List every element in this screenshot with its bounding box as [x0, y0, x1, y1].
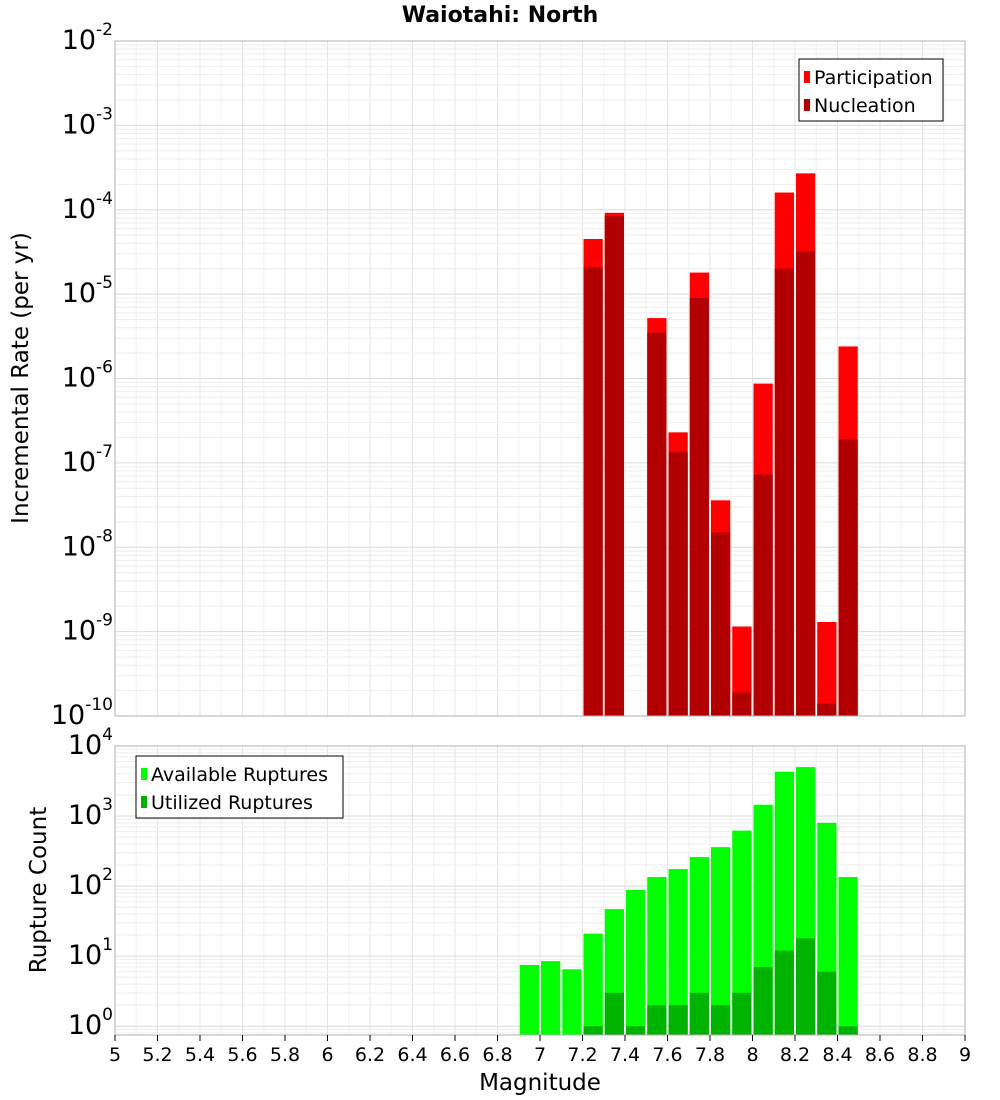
bar-nucleation	[732, 692, 752, 716]
bar-utilized-ruptures	[604, 992, 624, 1035]
bar-nucleation	[774, 268, 794, 716]
legend-swatch	[141, 768, 147, 780]
x-tick-label: 5	[109, 1044, 121, 1066]
bar-nucleation	[711, 532, 731, 716]
bar-nucleation	[753, 474, 773, 716]
bar-utilized-ruptures	[732, 992, 752, 1035]
x-tick-label: 7.6	[652, 1044, 682, 1066]
bar-participation	[817, 622, 837, 716]
bottom-y-axis-ticks: 104 103 102 101 100	[68, 725, 113, 1041]
bottom-y-axis-label: Rupture Count	[26, 807, 52, 973]
legend-label: Available Ruptures	[151, 764, 328, 786]
bar-nucleation	[689, 297, 709, 716]
bar-utilized-ruptures	[753, 967, 773, 1035]
y-tick-label: 101	[68, 935, 113, 971]
bar-nucleation	[796, 251, 816, 716]
top-plot-bars	[583, 173, 858, 717]
bottom-legend: Available Ruptures Utilized Ruptures	[135, 755, 344, 819]
x-tick-label: 9	[959, 1044, 971, 1066]
y-tick-label: 10-3	[62, 104, 113, 140]
bar-nucleation	[838, 439, 858, 716]
y-tick-label: 10-5	[62, 273, 113, 309]
legend-box	[798, 58, 944, 122]
bar-available-ruptures	[647, 876, 667, 1035]
y-tick-label: 100	[68, 1005, 113, 1041]
x-tick-label: 8.8	[907, 1044, 937, 1066]
x-tick-label: 6.2	[355, 1044, 385, 1066]
bar-available-ruptures	[711, 847, 731, 1035]
y-tick-label: 10-4	[62, 189, 113, 225]
x-tick-label: 7.2	[567, 1044, 597, 1066]
y-tick-label: 10-10	[51, 695, 113, 731]
bar-available-ruptures	[541, 961, 561, 1035]
legend-label: Participation	[814, 67, 933, 89]
bar-utilized-ruptures	[647, 1005, 667, 1035]
bar-utilized-ruptures	[774, 950, 794, 1035]
x-tick-label: 6.8	[482, 1044, 512, 1066]
x-tick-label: 8	[746, 1044, 758, 1066]
bar-utilized-ruptures	[711, 1005, 731, 1035]
bar-nucleation	[604, 216, 624, 717]
bar-available-ruptures	[562, 969, 582, 1035]
bar-utilized-ruptures	[583, 1026, 603, 1035]
legend-swatch	[804, 71, 810, 83]
x-tick-label: 5.4	[185, 1044, 215, 1066]
y-tick-label: 10-8	[62, 526, 113, 562]
x-tick-label: 7.4	[610, 1044, 640, 1066]
bar-available-ruptures	[668, 869, 688, 1035]
bar-utilized-ruptures	[796, 938, 816, 1035]
x-tick-label: 5.8	[270, 1044, 300, 1066]
top-y-axis-ticks: 10-2 10-3 10-4 10-5 10-6 10-7 10-8 10-9 10-10	[51, 20, 113, 731]
x-tick-label: 6.6	[440, 1044, 470, 1066]
legend-label: Utilized Ruptures	[151, 792, 313, 814]
x-tick-label: 7.8	[695, 1044, 725, 1066]
chart-title: Waiotahi: North	[402, 3, 599, 28]
bottom-plot-bars	[519, 767, 858, 1035]
x-tick-label: 6.4	[397, 1044, 427, 1066]
bar-utilized-ruptures	[817, 971, 837, 1035]
y-tick-label: 10-6	[62, 358, 113, 394]
legend-label: Nucleation	[814, 95, 916, 117]
bar-nucleation	[817, 703, 837, 716]
bar-available-ruptures	[626, 890, 646, 1035]
bar-utilized-ruptures	[838, 1026, 858, 1035]
bar-utilized-ruptures	[626, 1026, 646, 1035]
y-tick-label: 104	[68, 725, 113, 761]
x-tick-label: 6	[321, 1044, 333, 1066]
x-tick-label: 8.2	[780, 1044, 810, 1066]
y-tick-label: 10-7	[62, 442, 113, 478]
bar-available-ruptures	[732, 830, 752, 1035]
x-tick-label: 7	[534, 1044, 546, 1066]
bar-available-ruptures	[838, 876, 858, 1035]
y-tick-label: 10-9	[62, 611, 113, 647]
bar-nucleation	[583, 266, 603, 716]
bar-available-ruptures	[583, 933, 603, 1035]
bar-nucleation	[668, 451, 688, 716]
legend-box	[135, 755, 344, 819]
x-tick-label: 5.6	[227, 1044, 257, 1066]
bar-utilized-ruptures	[668, 1005, 688, 1035]
x-tick-label: 5.2	[142, 1044, 172, 1066]
top-plot-grid	[115, 41, 965, 716]
x-axis-ticks: 5 5.2 5.4 5.6 5.8 6 6.2 6.4 6.6 6.8 7 7.2 7.4 7.6 7.8 8…	[109, 1035, 971, 1066]
bar-available-ruptures	[519, 964, 539, 1035]
bar-nucleation	[647, 332, 667, 716]
x-tick-label: 8.6	[865, 1044, 895, 1066]
y-tick-label: 10-2	[62, 20, 113, 56]
x-axis-label: Magnitude	[479, 1070, 601, 1096]
y-tick-label: 102	[68, 865, 113, 901]
legend-swatch	[141, 796, 147, 808]
bar-utilized-ruptures	[689, 992, 709, 1035]
top-legend: Participation Nucleation	[798, 58, 944, 122]
x-tick-label: 8.4	[822, 1044, 852, 1066]
bar-available-ruptures	[689, 857, 709, 1035]
y-tick-label: 103	[68, 795, 113, 831]
top-y-axis-label: Incremental Rate (per yr)	[8, 232, 34, 524]
top-plot-frame	[114, 40, 966, 717]
legend-swatch	[804, 99, 810, 111]
